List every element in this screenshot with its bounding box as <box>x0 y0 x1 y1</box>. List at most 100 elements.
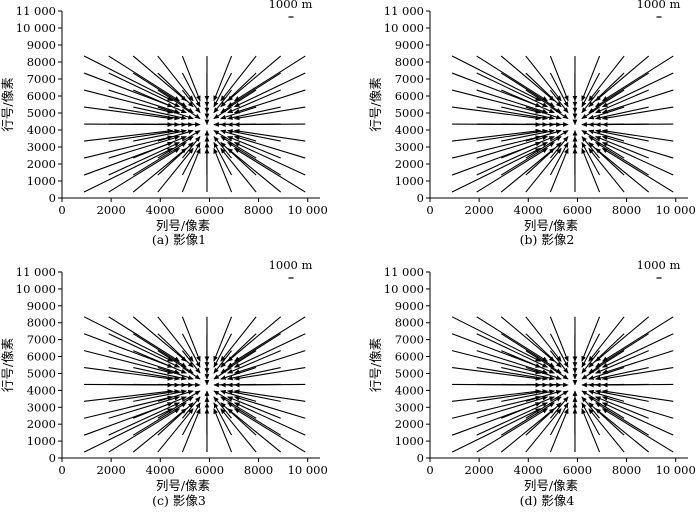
vector-arrow <box>500 72 555 108</box>
vector-arrow <box>181 89 201 114</box>
y-tick-label: 4000 <box>27 123 56 137</box>
vector-arrow <box>213 350 232 374</box>
vector-arrow <box>157 142 194 176</box>
y-tick-label: 8000 <box>27 316 56 330</box>
y-tick-label: 1000 <box>27 174 56 188</box>
vector-arrow <box>581 89 600 114</box>
vector-arrow <box>501 129 555 142</box>
vector-arrow <box>132 141 187 176</box>
vector-arrow <box>452 128 542 142</box>
y-tick-label: 7000 <box>27 333 56 347</box>
quiver-panel: 0 2000 4000 6000 8000 10 000 0 1000 2000 3000 4000… <box>368 258 696 508</box>
vector-arrow <box>108 408 180 453</box>
vector-arrow <box>581 147 601 193</box>
x-tick-label: 0 <box>58 203 65 217</box>
vector-arrow <box>581 390 600 402</box>
vector-arrow <box>588 136 625 159</box>
vector-arrow <box>108 389 180 402</box>
vector-arrow <box>588 350 625 374</box>
vector-arrow <box>588 89 625 114</box>
vector-arrow <box>500 147 555 193</box>
vector-arrow <box>233 382 306 388</box>
vector-arrow <box>501 389 555 402</box>
vector-arrow <box>133 106 187 120</box>
vector-arrow <box>132 316 187 362</box>
vector-arrow <box>108 395 180 419</box>
vector-arrow <box>525 396 562 419</box>
vector-arrow <box>213 408 233 453</box>
y-tick-label: 10 000 <box>16 282 56 296</box>
scale-label: 1000 m <box>269 0 313 11</box>
vector-arrow <box>84 389 174 402</box>
vector-arrow <box>588 408 625 453</box>
vector-arrow <box>525 55 562 102</box>
vector-arrow <box>220 408 257 453</box>
y-tick-label: 1000 <box>395 434 424 448</box>
panel-caption: (c) 影像3 <box>152 493 206 508</box>
vector-arrow <box>595 141 649 176</box>
vector-arrow <box>157 148 194 193</box>
panel-caption: (d) 影像4 <box>520 493 575 508</box>
vector-arrow <box>550 382 569 388</box>
vector-arrow <box>602 408 674 453</box>
vector-arrow <box>581 350 600 374</box>
x-tick-label: 6000 <box>195 203 224 217</box>
vector-arrow <box>549 408 569 453</box>
vector-arrow <box>157 316 194 362</box>
y-tick-label: 0 <box>417 451 424 465</box>
x-tick-label: 4000 <box>146 203 175 217</box>
vector-arrow <box>588 316 625 362</box>
vector-arrow <box>601 382 674 388</box>
vector-arrow <box>83 135 174 159</box>
vector-arrow <box>451 316 542 362</box>
vector-arrow <box>133 389 187 402</box>
vector-arrow <box>157 136 194 159</box>
x-tick-label: 8000 <box>612 463 641 477</box>
x-tick-label: 10 000 <box>656 463 696 477</box>
vector-arrow <box>476 408 548 453</box>
vector-arrow <box>132 147 187 193</box>
vector-arrow <box>595 402 649 436</box>
x-tick-label: 0 <box>426 463 433 477</box>
vector-arrow <box>601 366 674 381</box>
vector-arrow <box>525 408 562 453</box>
vector-arrow <box>451 135 542 159</box>
vector-arrow <box>595 55 650 102</box>
scale-label: 1000 m <box>637 258 681 272</box>
vector-arrow <box>220 402 257 436</box>
x-tick-label: 6000 <box>195 463 224 477</box>
vector-arrow <box>601 106 674 121</box>
vector-arrow <box>588 142 625 176</box>
vector-arrow <box>108 55 180 102</box>
vector-arrow <box>83 316 174 362</box>
x-tick-label: 4000 <box>514 463 543 477</box>
vector-arrow <box>220 390 257 402</box>
vector-arrow <box>501 396 555 419</box>
vector-arrow <box>108 128 180 142</box>
x-tick-label: 4000 <box>146 463 175 477</box>
vector-arrow <box>581 136 600 159</box>
vector-arrow <box>157 402 194 436</box>
vector-arrow <box>476 135 548 159</box>
vector-arrow <box>500 55 555 102</box>
y-tick-label: 2000 <box>395 417 424 431</box>
vector-arrow <box>108 89 180 114</box>
vector-arrow <box>157 55 194 102</box>
vector-arrow <box>181 408 201 453</box>
vector-arrow <box>181 316 201 362</box>
y-tick-label: 9000 <box>395 38 424 52</box>
vector-arrow <box>602 55 674 102</box>
x-tick-label: 8000 <box>612 203 641 217</box>
vector-arrow <box>83 147 174 193</box>
vector-arrow <box>182 130 201 142</box>
vector-arrow <box>525 316 562 362</box>
vector-arrow <box>233 122 306 127</box>
vector-arrow <box>132 333 187 368</box>
x-tick-label: 8000 <box>244 463 273 477</box>
y-tick-label: 7000 <box>27 72 56 86</box>
y-tick-label: 3000 <box>395 140 424 154</box>
vector-arrow <box>581 316 601 362</box>
vector-arrow <box>157 390 194 402</box>
y-tick-label: 10 000 <box>384 282 424 296</box>
vector-arrow <box>549 142 569 176</box>
